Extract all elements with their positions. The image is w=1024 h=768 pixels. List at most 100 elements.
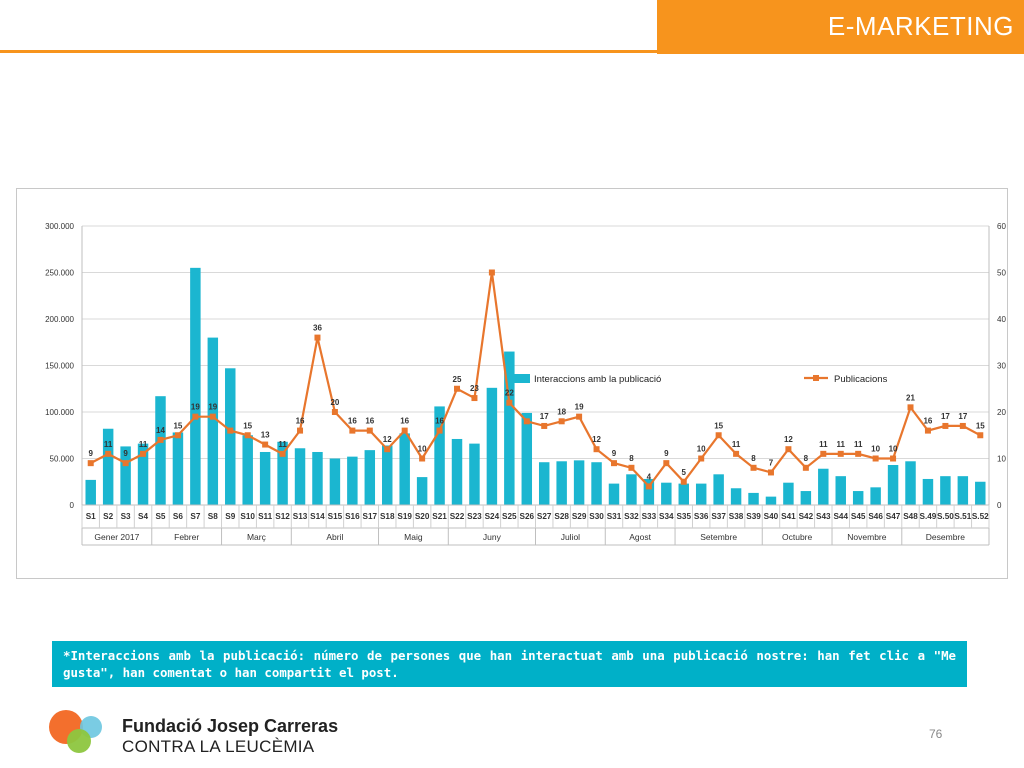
data-label: 25 [453, 375, 462, 384]
bar [591, 462, 602, 505]
data-label: 9 [664, 449, 669, 458]
data-label: 10 [871, 445, 880, 454]
line-point [837, 450, 844, 457]
data-label: 15 [714, 421, 723, 430]
x-tick-label: S46 [868, 512, 883, 521]
bar [573, 460, 585, 505]
bar [852, 491, 864, 505]
bar [835, 476, 846, 505]
line-point [366, 427, 373, 434]
x-tick-label: S12 [275, 512, 290, 521]
month-label: Desembre [926, 532, 965, 542]
line-point [924, 427, 931, 434]
bar [434, 406, 445, 505]
data-label: 17 [958, 412, 967, 421]
line-point [454, 385, 461, 392]
x-tick-label: S17 [363, 512, 378, 521]
data-label: 12 [592, 435, 601, 444]
line-point [244, 432, 251, 439]
line-point [802, 464, 809, 471]
bar [102, 428, 114, 505]
y-right-tick-label: 10 [997, 455, 1006, 464]
data-label: 8 [804, 454, 809, 463]
x-tick-label: S5 [155, 512, 165, 521]
header-tab: E-MARKETING [657, 0, 1024, 54]
bar [713, 474, 724, 505]
data-label: 9 [123, 449, 128, 458]
bar [242, 435, 253, 505]
y-right-tick-label: 60 [997, 222, 1006, 231]
bar [748, 492, 759, 505]
x-tick-label: S2 [103, 512, 113, 521]
line-point [680, 478, 687, 485]
x-tick-label: S35 [676, 512, 691, 521]
x-tick-label: S33 [642, 512, 657, 521]
bar [277, 441, 288, 505]
bar [486, 387, 498, 505]
series-line-publicacions [90, 272, 981, 489]
data-label: 16 [923, 417, 932, 426]
y-left-tick-label: 200.000 [45, 315, 74, 324]
data-label: 16 [400, 417, 409, 426]
x-tick-label: S24 [485, 512, 500, 521]
bar [172, 432, 184, 505]
line-point [890, 455, 897, 462]
line-point [698, 455, 705, 462]
line-point [192, 413, 199, 420]
bar [643, 478, 655, 505]
line-point [820, 450, 827, 457]
x-tick-label: S8 [208, 512, 218, 521]
bar [521, 412, 533, 505]
legend-bar-swatch [514, 374, 530, 383]
bar [207, 337, 219, 505]
line-point [523, 418, 530, 425]
line-point [610, 460, 617, 467]
bar [347, 456, 358, 505]
bar [783, 482, 794, 505]
x-tick-label: S3 [121, 512, 131, 521]
data-label: 11 [837, 440, 846, 449]
x-tick-label: S26 [519, 512, 534, 521]
x-tick-label: S37 [711, 512, 726, 521]
data-label: 8 [751, 454, 756, 463]
x-tick-label: S28 [554, 512, 569, 521]
month-label: Novembre [847, 532, 886, 542]
bar [887, 465, 899, 505]
x-tick-label: S31 [607, 512, 622, 521]
line-point [628, 464, 635, 471]
line-point [419, 455, 426, 462]
bar [818, 468, 829, 505]
data-label: 9 [612, 449, 617, 458]
x-tick-label: S32 [624, 512, 639, 521]
data-label: 15 [243, 421, 252, 430]
month-label: Maig [404, 532, 423, 542]
x-tick-label: S23 [467, 512, 482, 521]
bar [451, 438, 463, 505]
y-left-tick-label: 300.000 [45, 222, 74, 231]
x-tick-label: S7 [190, 512, 200, 521]
org-name: Fundació Josep Carreras [122, 716, 339, 736]
line-point [331, 409, 338, 415]
x-tick-label: S11 [258, 512, 273, 521]
bar [940, 476, 951, 505]
y-left-tick-label: 0 [70, 501, 75, 510]
x-tick-label: S.52 [972, 512, 989, 521]
data-label: 15 [976, 421, 985, 430]
bar [364, 450, 376, 505]
x-tick-label: S48 [903, 512, 918, 521]
data-label: 15 [173, 421, 182, 430]
x-tick-label: S19 [397, 512, 412, 521]
bar [678, 483, 689, 505]
data-label: 9 [88, 449, 93, 458]
data-label: 12 [383, 435, 392, 444]
x-tick-label: S36 [694, 512, 709, 521]
bar [957, 476, 969, 505]
bar [329, 458, 341, 505]
line-point [401, 427, 408, 434]
line-point [471, 395, 478, 402]
data-label: 16 [348, 417, 357, 426]
line-point [541, 422, 548, 429]
line-point [576, 413, 583, 420]
data-label: 16 [296, 417, 305, 426]
foundation-logo-icon [49, 710, 102, 753]
